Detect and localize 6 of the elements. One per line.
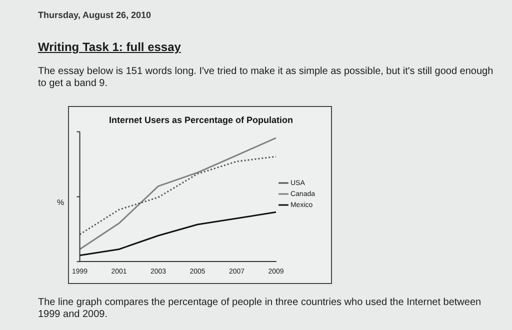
text: Writing Task 1: full essay xyxy=(38,40,181,54)
text: The line graph compares the percentage of people in three countries who used the Internet between 1999 and 2009. xyxy=(38,297,482,321)
y-axis-title: % xyxy=(57,198,64,207)
text: The essay below is 151 words long. I've tried to make it as simple as possible, but it's still good enough to get a band 9. xyxy=(38,66,494,90)
text: Thursday, August 26, 2010 xyxy=(38,10,152,20)
chart-title: Internet Users as Percentage of Population xyxy=(108,114,294,125)
